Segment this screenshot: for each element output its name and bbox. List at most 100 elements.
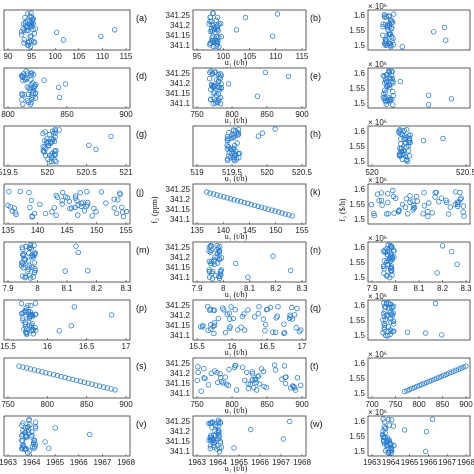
scatter-point-a-40 xyxy=(25,42,32,49)
scatter-point-j-55 xyxy=(59,189,66,196)
scatter-point-a-33 xyxy=(24,17,31,24)
panels-layer: 90 95 100 105 110 115 95 100 105 110 115341.25341.… xyxy=(0,9,474,467)
scatter-point-l-13 xyxy=(379,202,385,208)
y-tick-label-q-2: 341.15 xyxy=(166,321,191,330)
scatter-point-q-43 xyxy=(260,316,267,322)
scatter-point-q-10 xyxy=(227,324,233,330)
scatter-point-l-0 xyxy=(421,203,428,209)
y-tick-label-n-0: 341.25 xyxy=(166,243,191,252)
scatter-point-m-35 xyxy=(26,250,32,256)
scatter-point-m-26 xyxy=(22,273,29,279)
axes-frame-j xyxy=(3,183,131,225)
x-tick-label-s-3: 900 xyxy=(119,400,133,409)
scatter-point-q-48 xyxy=(221,307,227,313)
x-tick-label-q-1: 16 xyxy=(228,342,237,351)
scatter-point-c-38 xyxy=(382,11,388,18)
scatter-point-k-14 xyxy=(251,202,258,209)
scatter-point-n-39 xyxy=(208,247,214,253)
scatter-point-f-37 xyxy=(388,75,394,82)
scatter-point-f-40 xyxy=(384,82,391,88)
scatter-point-t-47 xyxy=(281,363,288,369)
y-axis-label-l: f₃ ($/h) xyxy=(338,198,347,221)
y-tick-label-e-2: 341.15 xyxy=(166,89,191,98)
scatter-point-q-23 xyxy=(255,310,261,317)
x-tick-label-t-3: 900 xyxy=(295,400,309,409)
scatter-point-m-29 xyxy=(28,245,34,252)
x-tick-label-b-0: 95 xyxy=(193,52,202,61)
scatter-point-b-29 xyxy=(210,10,216,16)
scatter-point-w-38 xyxy=(211,432,217,438)
x-tick-label-b-1: 100 xyxy=(217,52,231,61)
x-tick-label-a-4: 110 xyxy=(96,52,109,61)
scatter-point-k-12 xyxy=(245,200,251,207)
scatter-point-m-44 xyxy=(26,266,32,272)
scatter-point-h-16 xyxy=(230,134,236,141)
scatter-point-l-28 xyxy=(438,195,445,201)
panel-label-h: (h) xyxy=(310,129,321,139)
x-tick-label-u-3: 850 xyxy=(436,400,450,409)
y-tick-label-b-0: 341.25 xyxy=(166,11,191,20)
scatter-point-d-15 xyxy=(32,90,39,96)
scatter-point-m-30 xyxy=(20,261,27,268)
scatter-point-r-36 xyxy=(381,324,387,331)
scatter-point-h-39 xyxy=(224,137,231,144)
x-tick-label-o-0: 7.9 xyxy=(366,284,378,293)
x-tick-label-m-3: 8.2 xyxy=(91,284,103,293)
scatter-point-h-29 xyxy=(225,156,231,162)
scatter-point-w-41 xyxy=(212,428,218,434)
scatter-point-e-23 xyxy=(217,101,224,107)
scatter-point-p-44 xyxy=(32,311,38,318)
y-tick-label-l-0: 1.6 xyxy=(354,185,366,194)
scatter-point-j-36 xyxy=(67,205,73,212)
scatter-point-u-2 xyxy=(406,386,413,393)
x-tick-label-s-1: 800 xyxy=(41,400,55,409)
axes-frame-v xyxy=(3,415,131,457)
scatter-point-p-43 xyxy=(22,319,29,325)
scatter-point-g-44 xyxy=(48,135,54,142)
scatter-point-e-47 xyxy=(285,73,292,80)
scatter-point-m-42 xyxy=(30,274,36,280)
scatter-point-i-31 xyxy=(405,158,411,165)
scatter-point-q-42 xyxy=(211,330,217,337)
scatter-point-g-24 xyxy=(40,144,46,150)
scatter-point-u-21 xyxy=(453,367,459,373)
scatter-point-q-14 xyxy=(273,315,279,321)
scatter-point-b-47 xyxy=(274,11,281,17)
scatter-point-w-44 xyxy=(211,444,218,450)
scatter-point-d-41 xyxy=(28,82,34,88)
scatter-point-t-36 xyxy=(195,364,201,370)
scatter-point-s-3 xyxy=(27,366,34,372)
panel-h: 519 519.5 520 520.5 xyxy=(190,125,313,177)
scatter-point-x-41 xyxy=(386,438,393,444)
scatter-point-d-42 xyxy=(18,72,25,79)
scatter-point-a-8 xyxy=(21,37,28,43)
scatter-point-k-16 xyxy=(258,204,265,210)
scatter-point-m-8 xyxy=(31,260,38,266)
x-tick-label-u-1: 750 xyxy=(389,400,403,409)
scatter-point-j-58 xyxy=(72,193,79,199)
scatter-point-x-43 xyxy=(382,426,388,432)
x-tick-label-e-1: 800 xyxy=(225,110,239,119)
scatter-point-m-48 xyxy=(73,243,79,249)
x-tick-label-s-2: 850 xyxy=(80,400,94,409)
panel-label-k: (k) xyxy=(310,187,321,197)
scatter-point-h-38 xyxy=(233,130,240,137)
scatter-point-f-11 xyxy=(380,94,387,101)
scatter-point-t-58 xyxy=(289,383,296,389)
x-tick-label-p-0: 15.5 xyxy=(0,342,16,351)
scatter-point-t-56 xyxy=(241,377,248,383)
y-tick-label-c-1: 1.55 xyxy=(349,26,365,35)
x-tick-label-b-4: 115 xyxy=(296,52,309,61)
scatter-point-w-33 xyxy=(209,424,215,431)
scatter-point-e-19 xyxy=(211,96,217,102)
scatter-point-b-48 xyxy=(233,27,240,33)
scatter-point-n-42 xyxy=(218,255,225,261)
scatter-point-l-24 xyxy=(368,201,374,208)
scatter-point-i-16 xyxy=(397,141,404,147)
scatter-point-a-41 xyxy=(21,28,27,34)
scatter-point-q-35 xyxy=(275,304,281,310)
scatter-point-j-53 xyxy=(81,208,88,214)
panel-c: 1.6 1.55 1.5 xyxy=(349,9,471,51)
scatter-point-b-36 xyxy=(217,21,224,27)
y-tick-label-o-2: 1.5 xyxy=(354,273,366,282)
